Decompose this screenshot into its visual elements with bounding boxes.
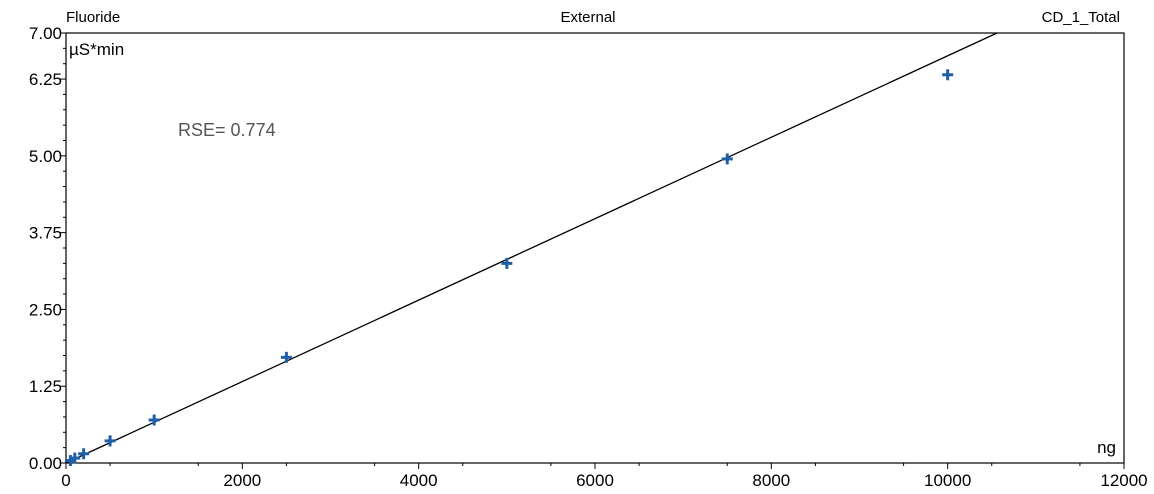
data-point bbox=[78, 448, 90, 460]
axes bbox=[60, 32, 1125, 469]
rse-value: 0.774 bbox=[230, 120, 276, 140]
y-tick-label: 6.25 bbox=[29, 70, 62, 89]
x-tick-label: 10000 bbox=[924, 471, 971, 490]
y-axis-label: µS*min bbox=[69, 40, 125, 59]
x-tick-label: 2000 bbox=[223, 471, 261, 490]
plot-frame bbox=[65, 32, 1125, 464]
data-point bbox=[501, 257, 513, 269]
rse-annotation: RSE= 0.774 bbox=[178, 119, 276, 141]
data-point bbox=[942, 69, 954, 81]
fit-line-layer bbox=[65, 32, 998, 464]
rse-label: RSE= bbox=[178, 120, 226, 140]
x-axis-label: ng bbox=[1097, 438, 1116, 457]
data-points bbox=[64, 69, 954, 467]
x-tick-label: 6000 bbox=[576, 471, 614, 490]
y-tick-label: 3.75 bbox=[29, 224, 62, 243]
y-tick-label: 5.00 bbox=[29, 147, 62, 166]
y-tick-label: 2.50 bbox=[29, 300, 62, 319]
y-tick-label: 1.25 bbox=[29, 377, 62, 396]
y-tick-label: 0.00 bbox=[29, 454, 62, 473]
tick-labels: 0 2000 4000 6000 8000 10000 12000 0.00 1.25 2.50 3… bbox=[29, 24, 1148, 490]
data-point bbox=[104, 435, 116, 447]
x-tick-label: 0 bbox=[61, 471, 70, 490]
data-point bbox=[69, 452, 81, 464]
x-tick-label: 12000 bbox=[1100, 471, 1147, 490]
compound-name: Fluoride bbox=[66, 9, 121, 26]
x-tick-label: 4000 bbox=[400, 471, 438, 490]
data-point bbox=[148, 414, 160, 426]
data-point bbox=[280, 351, 292, 363]
y-tick-label: 7.00 bbox=[29, 24, 62, 43]
x-tick-label: 8000 bbox=[752, 471, 790, 490]
detector-channel: CD_1_Total bbox=[1041, 9, 1120, 26]
calibration-fit-line bbox=[65, 32, 998, 464]
calibration-type: External bbox=[560, 9, 616, 26]
data-point bbox=[721, 153, 733, 165]
